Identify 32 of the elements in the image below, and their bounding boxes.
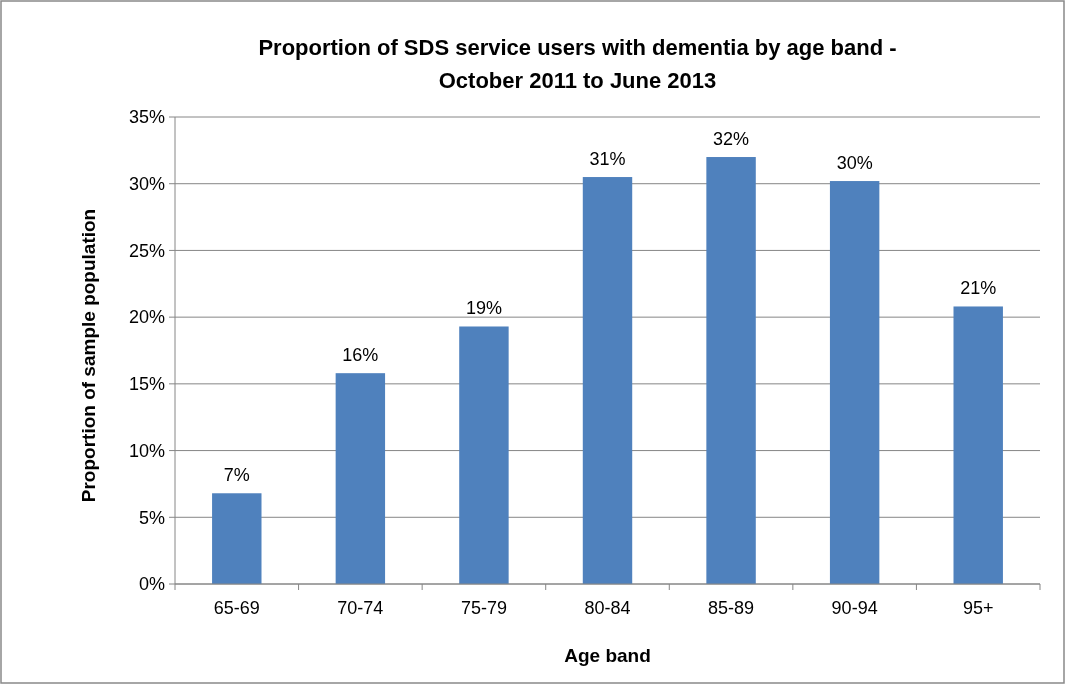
data-label: 19% — [465, 298, 502, 319]
data-label: 30% — [836, 153, 873, 174]
x-tick-label: 70-74 — [337, 598, 384, 618]
bar — [953, 306, 1003, 584]
x-tick-label: 90-94 — [831, 598, 878, 618]
y-tick-label: 15% — [128, 374, 165, 395]
bar — [335, 373, 386, 584]
x-axis-title: Age band — [564, 645, 651, 666]
data-label: 32% — [713, 129, 750, 150]
bar — [212, 493, 262, 584]
y-axis-title: Proportion of sample population — [78, 208, 99, 503]
data-label: 16% — [342, 345, 379, 366]
x-tick-label: 95+ — [962, 598, 994, 618]
data-label: 7% — [223, 465, 250, 486]
x-tick-label: 85-89 — [708, 598, 755, 618]
x-tick-label: 75-79 — [460, 598, 507, 618]
y-tick-label: 20% — [128, 307, 165, 328]
chart-title: Proportion of SDS service users with dementia by age band - October 2011 to June 2013 — [258, 35, 897, 93]
x-tick-label: 65-69 — [213, 598, 260, 618]
bar — [459, 326, 509, 584]
y-tick-label: 0% — [138, 574, 165, 595]
x-tick-label: 80-84 — [584, 598, 631, 618]
y-tick-label: 5% — [138, 507, 165, 528]
bar — [706, 157, 756, 584]
bar — [829, 181, 880, 584]
data-label: 21% — [960, 278, 997, 299]
y-tick-label: 25% — [128, 240, 165, 261]
data-label: 31% — [589, 149, 626, 170]
bar — [582, 177, 633, 584]
y-tick-label: 35% — [128, 107, 165, 128]
y-tick-label: 30% — [128, 174, 165, 195]
y-tick-label: 10% — [128, 440, 165, 461]
